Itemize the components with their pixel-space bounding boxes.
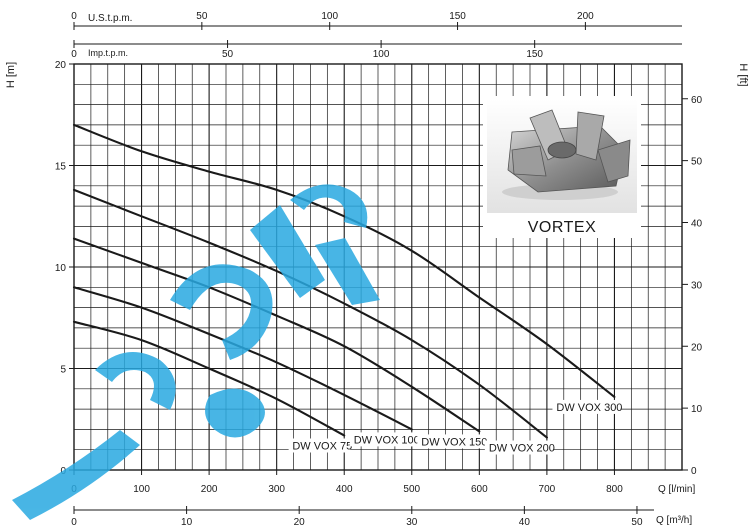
usgpm-unit-label: U.S.t.p.m. bbox=[88, 13, 132, 24]
curve-dw-vox-150 bbox=[72, 237, 481, 433]
y-axis-label: H [m] bbox=[5, 62, 17, 88]
y2-tick-label: 20 bbox=[691, 342, 703, 353]
x-tick-label: 800 bbox=[606, 484, 623, 495]
y2-tick-label: 40 bbox=[691, 219, 703, 230]
y-tick-label: 20 bbox=[55, 60, 67, 71]
top-axes: 0 50 100 150 200 U.S.t.p.m. 0 50 100 150 Imp.t.… bbox=[71, 11, 682, 60]
x-tick-label: 100 bbox=[133, 484, 150, 495]
watermark-stroke-1 bbox=[12, 430, 140, 520]
usgpm-tick-label: 100 bbox=[321, 11, 338, 22]
vortex-inset: VORTEX bbox=[483, 96, 641, 238]
m3h-tick-label: 50 bbox=[631, 517, 643, 528]
curve-dw-vox-75 bbox=[72, 320, 346, 437]
curve-label-background bbox=[484, 440, 553, 455]
watermark-stroke-2 bbox=[95, 352, 176, 410]
watermark bbox=[12, 184, 380, 520]
watermark-stroke-3 bbox=[170, 264, 273, 360]
m3h-axis-ticks: 0 10 20 30 40 50 bbox=[71, 506, 643, 528]
m3h-tick-label: 0 bbox=[71, 517, 77, 528]
usgpm-tick-label: 200 bbox=[577, 11, 594, 22]
y2-tick-label: 10 bbox=[691, 404, 703, 415]
y2-axis-ticks: 0 10 20 30 40 50 60 bbox=[682, 95, 703, 477]
x-tick-label: 300 bbox=[268, 484, 285, 495]
curve-label-dw-vox-150: DW VOX 150 bbox=[421, 436, 487, 448]
y2-tick-label: 0 bbox=[691, 466, 697, 477]
impgpm-unit-label: Imp.t.p.m. bbox=[88, 48, 128, 58]
y2-tick-label: 60 bbox=[691, 95, 703, 106]
watermark-stroke-6 bbox=[290, 184, 368, 228]
curve-label-background bbox=[552, 399, 621, 414]
x-tick-label: 200 bbox=[201, 484, 218, 495]
curve-label-dw-vox-100: DW VOX 100 bbox=[354, 434, 420, 446]
m3h-tick-label: 40 bbox=[519, 517, 531, 528]
impgpm-tick-label: 50 bbox=[222, 49, 234, 60]
x-axis-unit-label: Q [l/min] bbox=[658, 484, 695, 495]
x-tick-label: 400 bbox=[336, 484, 353, 495]
usgpm-tick-label: 50 bbox=[196, 11, 208, 22]
m3h-tick-label: 10 bbox=[181, 517, 193, 528]
y2-axis-label: H [ft] bbox=[737, 63, 749, 86]
vortex-impeller-illustration bbox=[502, 109, 631, 200]
curve-label-background bbox=[288, 438, 351, 453]
curve-label-background bbox=[349, 432, 418, 447]
usgpm-tick-label: 0 bbox=[71, 11, 77, 22]
m3h-tick-label: 30 bbox=[406, 517, 418, 528]
y-tick-label: 5 bbox=[60, 365, 66, 376]
usgpm-ticks: 0 50 100 150 200 bbox=[71, 11, 594, 30]
curve-label-dw-vox-300: DW VOX 300 bbox=[556, 402, 622, 414]
y2-tick-label: 50 bbox=[691, 157, 703, 168]
m3h-tick-label: 20 bbox=[294, 517, 306, 528]
x-tick-label: 700 bbox=[539, 484, 556, 495]
x-tick-label: 500 bbox=[403, 484, 420, 495]
curve-label-background bbox=[417, 434, 486, 449]
usgpm-tick-label: 150 bbox=[449, 11, 466, 22]
x-tick-label: 600 bbox=[471, 484, 488, 495]
inset-label: VORTEX bbox=[528, 219, 597, 236]
watermark-stroke-7 bbox=[315, 238, 380, 305]
curve-label-dw-vox-75: DW VOX 75 bbox=[292, 440, 352, 452]
impgpm-tick-label: 0 bbox=[71, 49, 77, 60]
y2-tick-label: 30 bbox=[691, 280, 703, 291]
curve-dw-vox-200 bbox=[72, 188, 548, 439]
watermark-stroke-4 bbox=[205, 388, 265, 438]
impgpm-tick-label: 100 bbox=[373, 49, 390, 60]
impgpm-ticks: 0 50 100 150 bbox=[71, 40, 543, 60]
y-tick-label: 15 bbox=[55, 162, 67, 173]
curve-label-dw-vox-200: DW VOX 200 bbox=[489, 443, 555, 455]
m3h-axis-unit-label: Q [m³/h] bbox=[656, 515, 692, 526]
watermark-stroke-5 bbox=[250, 205, 325, 298]
impgpm-tick-label: 150 bbox=[526, 49, 543, 60]
y-tick-label: 10 bbox=[55, 263, 67, 274]
x-axis-ticks: 0100200300400500600700800 bbox=[71, 470, 623, 495]
